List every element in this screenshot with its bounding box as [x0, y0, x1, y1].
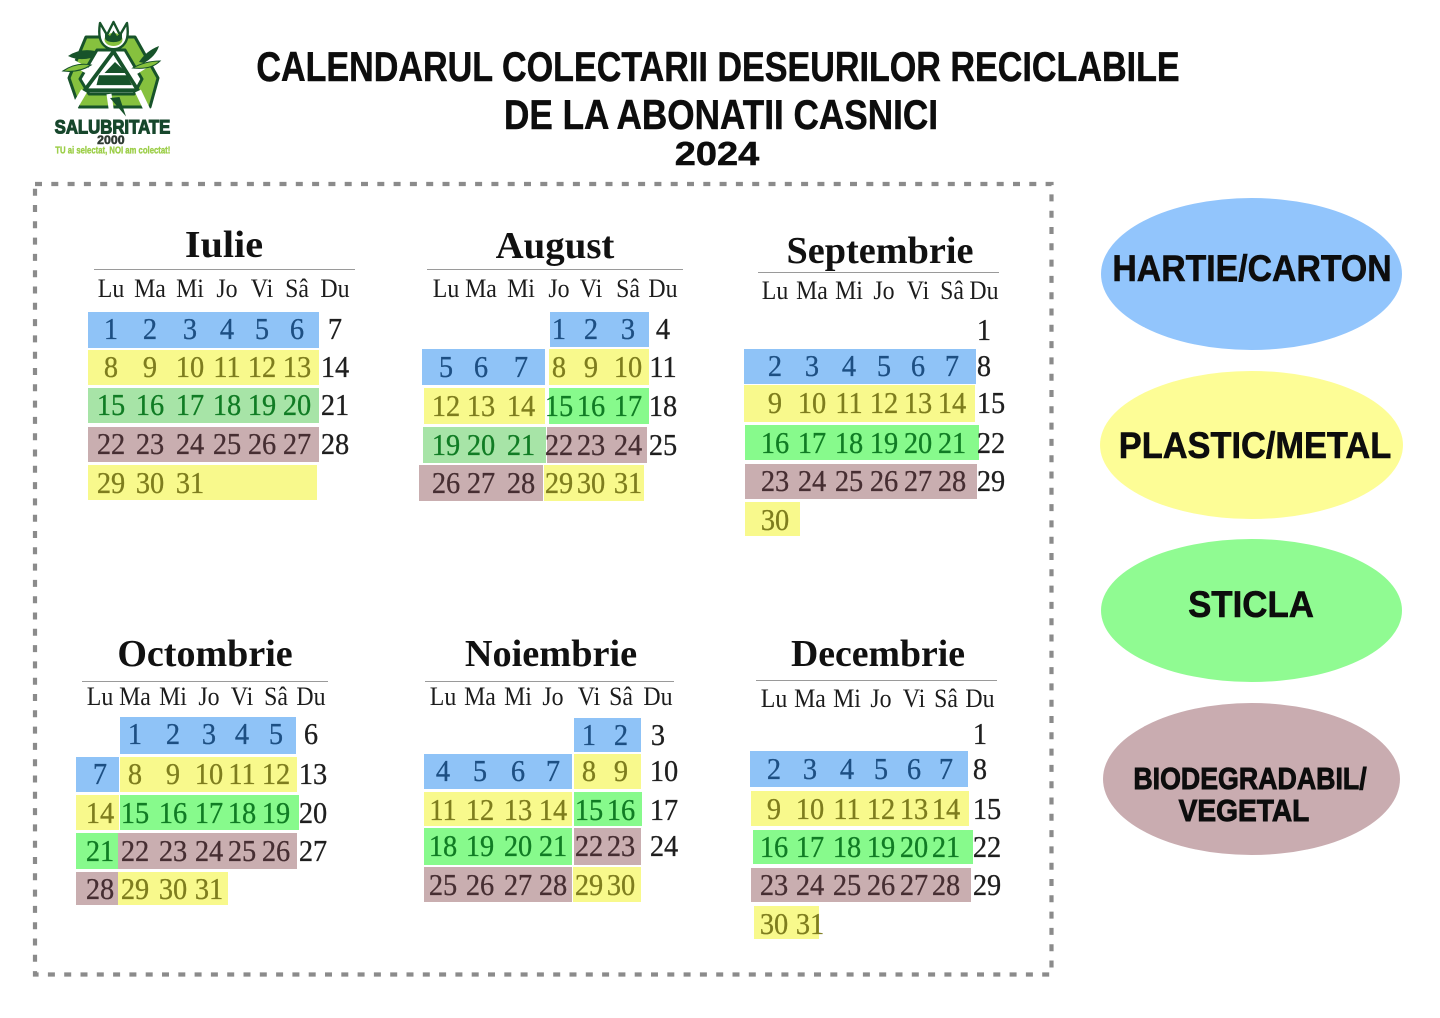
svg-text:SALUBRITATE: SALUBRITATE — [55, 116, 171, 138]
svg-text:TU ai selectat, NOI am colecta: TU ai selectat, NOI am colectat! — [55, 146, 170, 157]
svg-text:2000: 2000 — [97, 133, 125, 147]
